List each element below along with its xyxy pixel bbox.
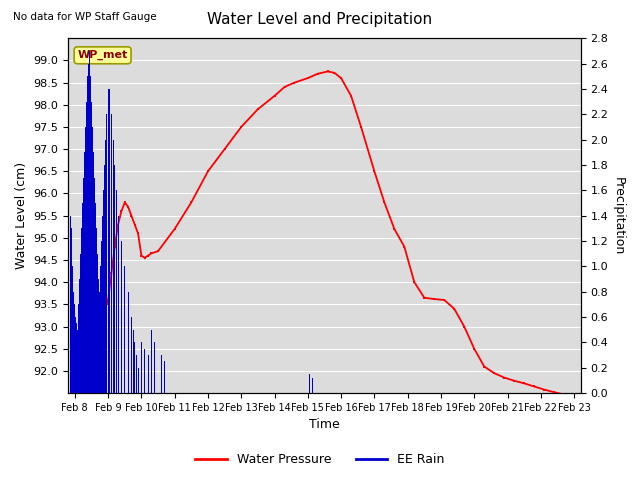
Bar: [103, 190, 104, 393]
Bar: [127, 292, 129, 393]
Bar: [72, 266, 73, 393]
Bar: [79, 279, 80, 393]
Bar: [136, 355, 137, 393]
Bar: [111, 114, 112, 393]
Bar: [85, 127, 86, 393]
Bar: [109, 89, 110, 393]
X-axis label: Time: Time: [309, 419, 340, 432]
Bar: [106, 114, 108, 393]
Bar: [84, 152, 85, 393]
Bar: [102, 216, 103, 393]
Bar: [157, 349, 159, 393]
Bar: [312, 378, 313, 393]
Bar: [71, 228, 72, 393]
Bar: [97, 254, 99, 393]
Bar: [151, 330, 152, 393]
Bar: [76, 324, 77, 393]
Bar: [78, 304, 79, 393]
Y-axis label: Water Level (cm): Water Level (cm): [15, 162, 28, 269]
Bar: [309, 374, 310, 393]
Bar: [132, 330, 134, 393]
Bar: [95, 203, 96, 393]
Bar: [164, 361, 165, 393]
Bar: [144, 349, 145, 393]
Bar: [100, 266, 101, 393]
Bar: [104, 165, 105, 393]
Bar: [74, 304, 76, 393]
Bar: [70, 216, 71, 393]
Bar: [77, 330, 78, 393]
Text: No data for WP Staff Gauge: No data for WP Staff Gauge: [13, 12, 156, 22]
Bar: [131, 317, 132, 393]
Bar: [73, 292, 74, 393]
Bar: [92, 127, 93, 393]
Bar: [83, 178, 84, 393]
Text: Water Level and Precipitation: Water Level and Precipitation: [207, 12, 433, 27]
Y-axis label: Precipitation: Precipitation: [612, 177, 625, 255]
Bar: [141, 342, 142, 393]
Bar: [121, 241, 122, 393]
Bar: [81, 228, 83, 393]
Bar: [134, 342, 135, 393]
Bar: [101, 241, 102, 393]
Legend: Water Pressure, EE Rain: Water Pressure, EE Rain: [190, 448, 450, 471]
Bar: [87, 76, 88, 393]
Bar: [86, 102, 87, 393]
Text: WP_met: WP_met: [77, 50, 128, 60]
Bar: [94, 178, 95, 393]
Bar: [161, 355, 162, 393]
Bar: [116, 190, 117, 393]
Bar: [154, 342, 155, 393]
Bar: [93, 152, 94, 393]
Bar: [88, 63, 89, 393]
Bar: [108, 89, 109, 393]
Bar: [96, 228, 97, 393]
Bar: [124, 266, 125, 393]
Bar: [90, 76, 92, 393]
Bar: [99, 292, 100, 393]
